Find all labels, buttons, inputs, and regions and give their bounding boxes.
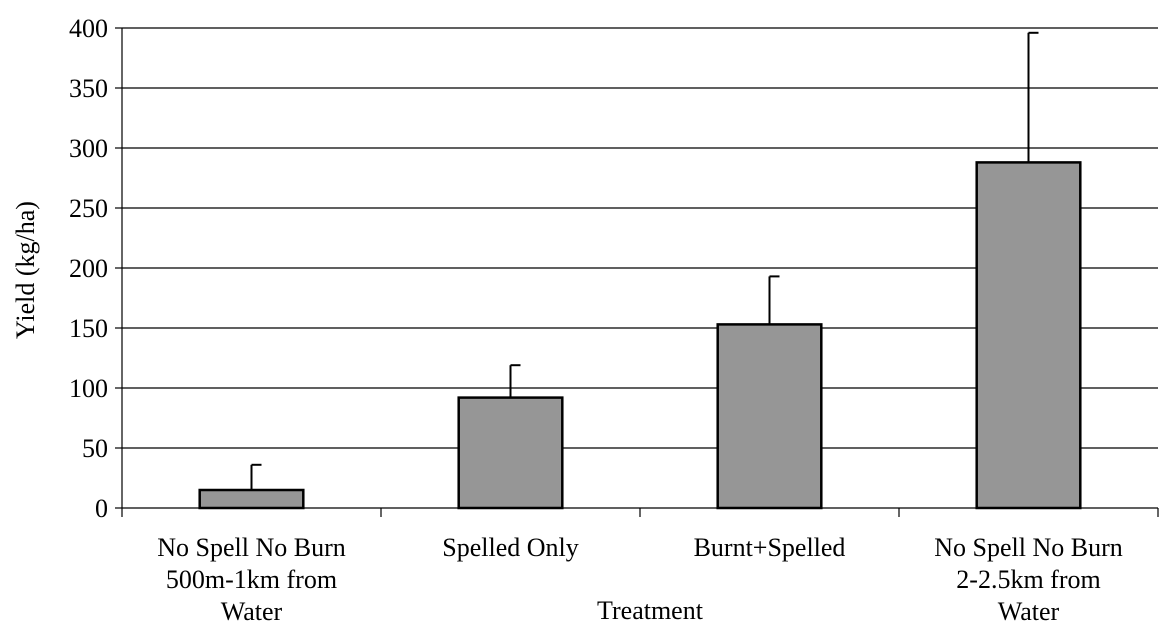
bars: [198, 161, 1082, 510]
bar-2: [716, 323, 823, 510]
bar-3: [975, 161, 1082, 510]
x-category-label: No Spell No Burn: [157, 533, 346, 562]
error-bars: [250, 31, 1039, 490]
bar-1: [457, 396, 564, 510]
y-tick-labels: 0 50 100 150 200 250 300 350 400: [69, 14, 108, 523]
y-tick-label: 0: [95, 494, 108, 523]
bar-0: [198, 488, 305, 510]
x-category-label: Water: [998, 597, 1060, 626]
y-tick-label: 350: [69, 74, 108, 103]
y-axis-title: Yield (kg/ha): [11, 201, 40, 339]
axes: [121, 28, 1159, 517]
x-category-labels: No Spell No Burn 500m-1km from Water Spelle…: [157, 533, 1123, 626]
x-category-label: Spelled Only: [442, 533, 579, 562]
y-tick-label: 300: [69, 134, 108, 163]
y-tick-label: 150: [69, 314, 108, 343]
y-tick-label: 50: [82, 434, 108, 463]
y-tick-label: 400: [69, 14, 108, 43]
x-category-label: Burnt+Spelled: [694, 533, 846, 562]
y-tick-label: 200: [69, 254, 108, 283]
x-category-label: No Spell No Burn: [934, 533, 1123, 562]
x-category-label: 500m-1km from: [166, 565, 337, 594]
y-tick-label: 100: [69, 374, 108, 403]
x-axis-title: Treatment: [597, 596, 704, 625]
x-category-label: 2-2.5km from: [956, 565, 1100, 594]
y-tick-label: 250: [69, 194, 108, 223]
x-category-label: Water: [221, 597, 283, 626]
